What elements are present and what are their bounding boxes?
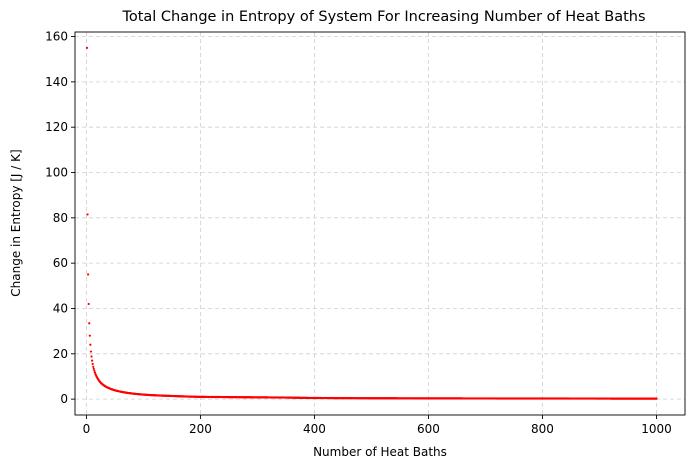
- y-tick-label: 60: [53, 256, 68, 270]
- data-point: [89, 350, 93, 353]
- x-tick-label: 600: [417, 422, 440, 436]
- grid-lines: [75, 32, 685, 415]
- data-point: [91, 362, 94, 366]
- x-tick-label: 400: [303, 422, 326, 436]
- x-tick-label: 200: [189, 422, 212, 436]
- plot-frame: [74, 31, 686, 416]
- y-tick-label: 80: [53, 211, 68, 225]
- x-tick-label: 1000: [641, 422, 672, 436]
- data-point: [88, 334, 91, 337]
- y-axis-ticks: 0 20 40 60 80 100 120 140 160: [45, 30, 75, 406]
- data-point: [88, 322, 91, 325]
- data-point: [86, 213, 89, 216]
- y-tick-label: 160: [45, 30, 68, 44]
- x-tick-label: 800: [531, 422, 554, 436]
- y-tick-label: 140: [45, 75, 68, 89]
- data-points: [85, 46, 658, 400]
- y-tick-label: 20: [53, 347, 68, 361]
- data-point: [93, 369, 96, 372]
- chart-title: Total Change in Entropy of System For In…: [121, 9, 645, 25]
- x-axis-label: Number of Heat Baths: [313, 445, 447, 459]
- data-point: [655, 397, 658, 400]
- y-tick-label: 120: [45, 120, 68, 134]
- data-point: [92, 365, 95, 368]
- data-point: [91, 359, 94, 362]
- data-point: [90, 355, 93, 358]
- y-tick-label: 40: [53, 301, 68, 315]
- y-tick-label: 0: [60, 392, 68, 406]
- data-point: [92, 367, 95, 371]
- x-axis-ticks: 0 200 400 600 800 1000: [83, 415, 672, 436]
- data-point: [89, 343, 92, 346]
- y-tick-label: 100: [45, 166, 68, 180]
- data-point: [87, 302, 90, 306]
- x-tick-label: 0: [83, 422, 91, 436]
- data-point: [87, 273, 90, 276]
- y-axis-label: Change in Entropy [J / K]: [9, 149, 23, 296]
- data-point: [85, 46, 89, 49]
